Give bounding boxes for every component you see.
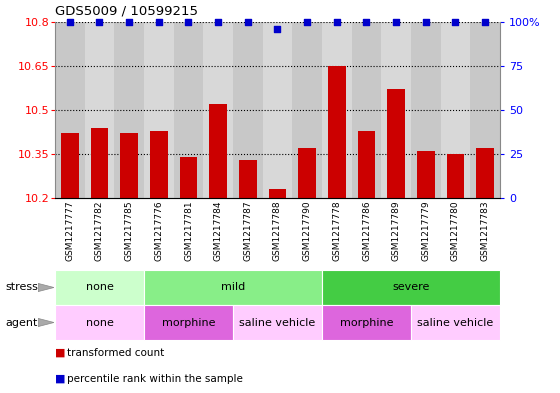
Bar — [470, 22, 500, 198]
Point — [184, 19, 193, 25]
Bar — [150, 130, 168, 198]
Bar — [476, 148, 494, 198]
Point — [332, 19, 341, 25]
Bar — [322, 270, 500, 305]
Bar — [322, 22, 352, 198]
Bar — [298, 148, 316, 198]
Bar — [411, 305, 500, 340]
Point — [480, 19, 489, 25]
Bar — [352, 22, 381, 198]
Point — [303, 19, 312, 25]
Point — [155, 19, 164, 25]
Bar — [203, 22, 233, 198]
Text: ■: ■ — [55, 373, 66, 384]
Bar — [55, 305, 144, 340]
Bar — [61, 134, 79, 198]
Text: none: none — [86, 283, 114, 292]
Bar — [446, 154, 464, 198]
Point — [451, 19, 460, 25]
Point — [214, 19, 223, 25]
Bar — [55, 270, 144, 305]
Bar — [85, 22, 114, 198]
Point — [273, 26, 282, 32]
Point — [125, 19, 134, 25]
Text: morphine: morphine — [162, 318, 215, 327]
Point — [391, 19, 400, 25]
Bar — [144, 22, 174, 198]
Text: percentile rank within the sample: percentile rank within the sample — [67, 373, 243, 384]
Text: agent: agent — [6, 318, 38, 327]
Point — [66, 19, 74, 25]
Bar — [388, 90, 405, 198]
Bar — [91, 128, 109, 198]
Bar — [411, 22, 441, 198]
Text: severe: severe — [393, 283, 430, 292]
Polygon shape — [38, 283, 54, 292]
Bar — [358, 130, 375, 198]
Bar — [292, 22, 322, 198]
Bar — [233, 305, 322, 340]
Text: none: none — [86, 318, 114, 327]
Bar — [55, 22, 85, 198]
Text: stress: stress — [6, 283, 39, 292]
Bar — [209, 104, 227, 198]
Text: mild: mild — [221, 283, 245, 292]
Polygon shape — [38, 318, 54, 327]
Text: transformed count: transformed count — [67, 348, 164, 358]
Point — [244, 19, 253, 25]
Text: saline vehicle: saline vehicle — [417, 318, 493, 327]
Bar — [239, 160, 256, 198]
Bar — [381, 22, 411, 198]
Point — [362, 19, 371, 25]
Point — [421, 19, 430, 25]
Point — [95, 19, 104, 25]
Bar — [174, 22, 203, 198]
Bar — [144, 305, 233, 340]
Bar — [114, 22, 144, 198]
Bar — [322, 305, 411, 340]
Bar — [417, 151, 435, 198]
Text: GDS5009 / 10599215: GDS5009 / 10599215 — [55, 5, 198, 18]
Bar — [263, 22, 292, 198]
Bar — [144, 270, 322, 305]
Bar — [180, 157, 197, 198]
Bar — [120, 134, 138, 198]
Text: ■: ■ — [55, 348, 66, 358]
Bar — [233, 22, 263, 198]
Bar — [269, 189, 286, 198]
Bar — [328, 66, 346, 198]
Text: morphine: morphine — [340, 318, 393, 327]
Text: saline vehicle: saline vehicle — [239, 318, 316, 327]
Bar — [441, 22, 470, 198]
